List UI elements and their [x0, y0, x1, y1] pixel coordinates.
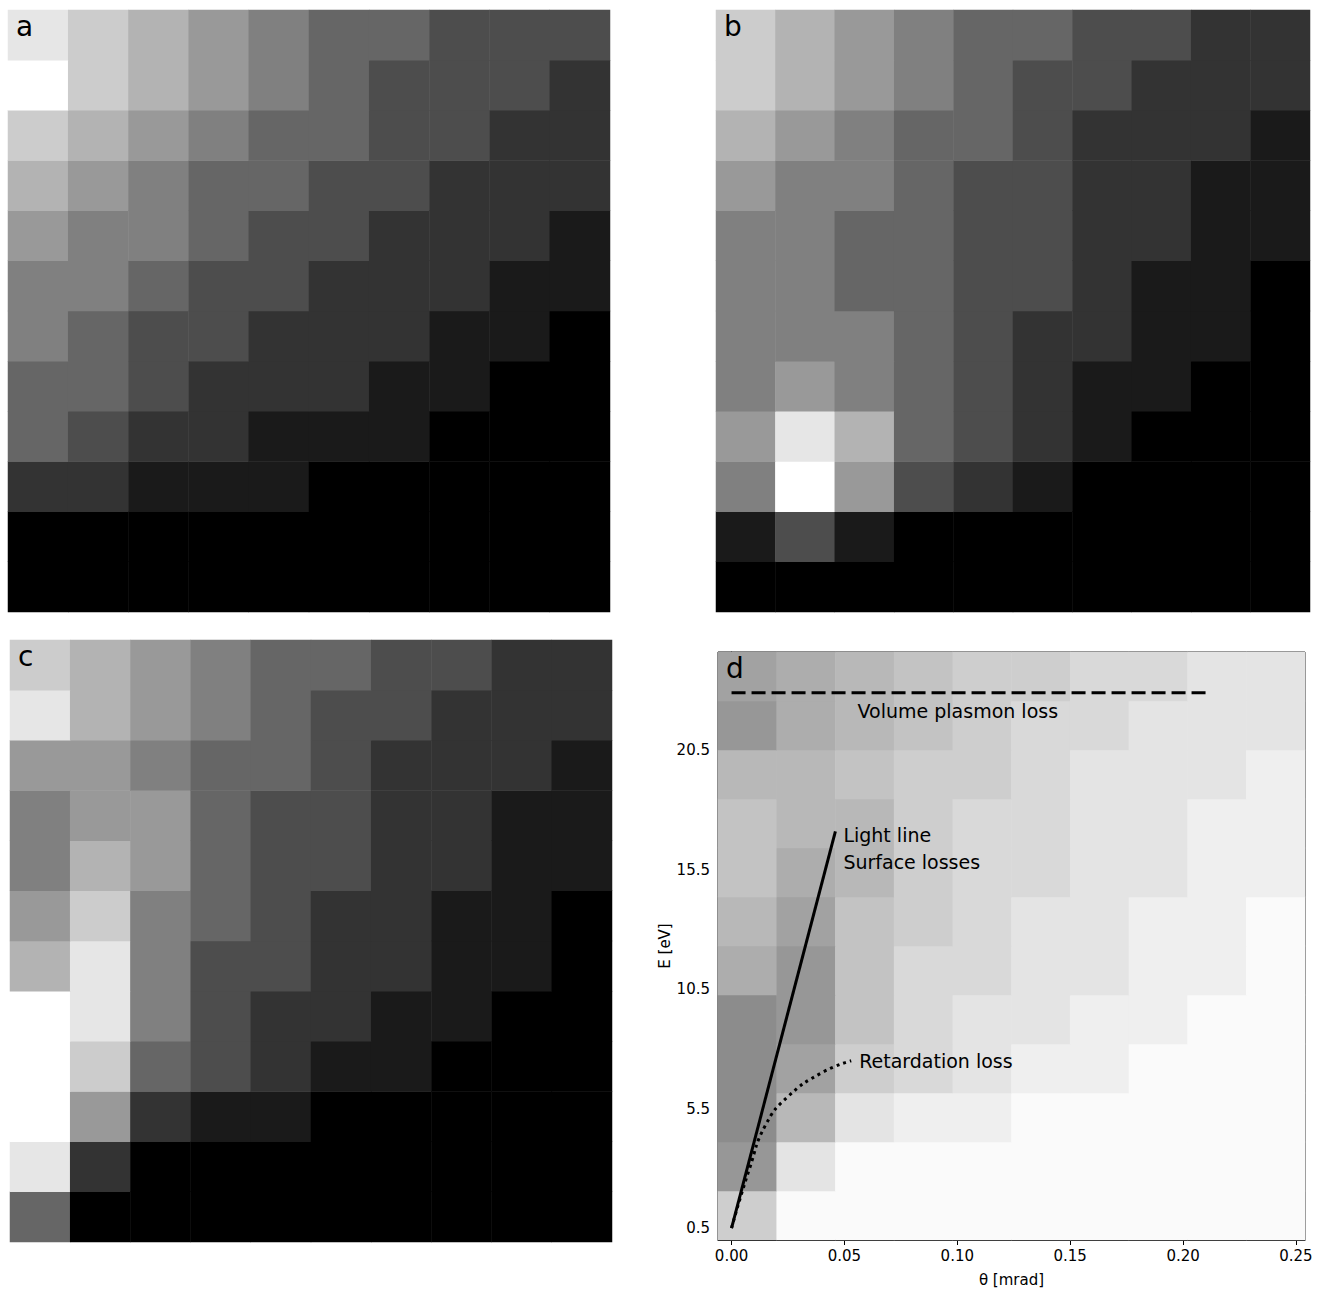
svg-text:0.5: 0.5 — [686, 1219, 710, 1237]
svg-text:c: c — [18, 640, 33, 673]
svg-text:0.10: 0.10 — [941, 1247, 974, 1265]
svg-text:d: d — [726, 652, 744, 685]
svg-text:0.05: 0.05 — [828, 1247, 861, 1265]
svg-text:E [eV]: E [eV] — [656, 923, 674, 968]
svg-text:Retardation loss: Retardation loss — [859, 1050, 1012, 1072]
svg-text:θ [mrad]: θ [mrad] — [979, 1271, 1044, 1289]
svg-text:0.25: 0.25 — [1279, 1247, 1312, 1265]
svg-text:Surface losses: Surface losses — [843, 851, 980, 873]
svg-text:0.00: 0.00 — [715, 1247, 748, 1265]
svg-text:5.5: 5.5 — [686, 1100, 710, 1118]
svg-text:b: b — [724, 10, 742, 43]
svg-text:20.5: 20.5 — [677, 741, 710, 759]
svg-text:Light line: Light line — [843, 824, 931, 846]
svg-text:0.20: 0.20 — [1166, 1247, 1199, 1265]
svg-text:10.5: 10.5 — [677, 980, 710, 998]
svg-text:15.5: 15.5 — [677, 861, 710, 879]
svg-text:a: a — [16, 10, 33, 43]
svg-text:Volume plasmon loss: Volume plasmon loss — [858, 700, 1059, 722]
svg-text:0.15: 0.15 — [1053, 1247, 1086, 1265]
